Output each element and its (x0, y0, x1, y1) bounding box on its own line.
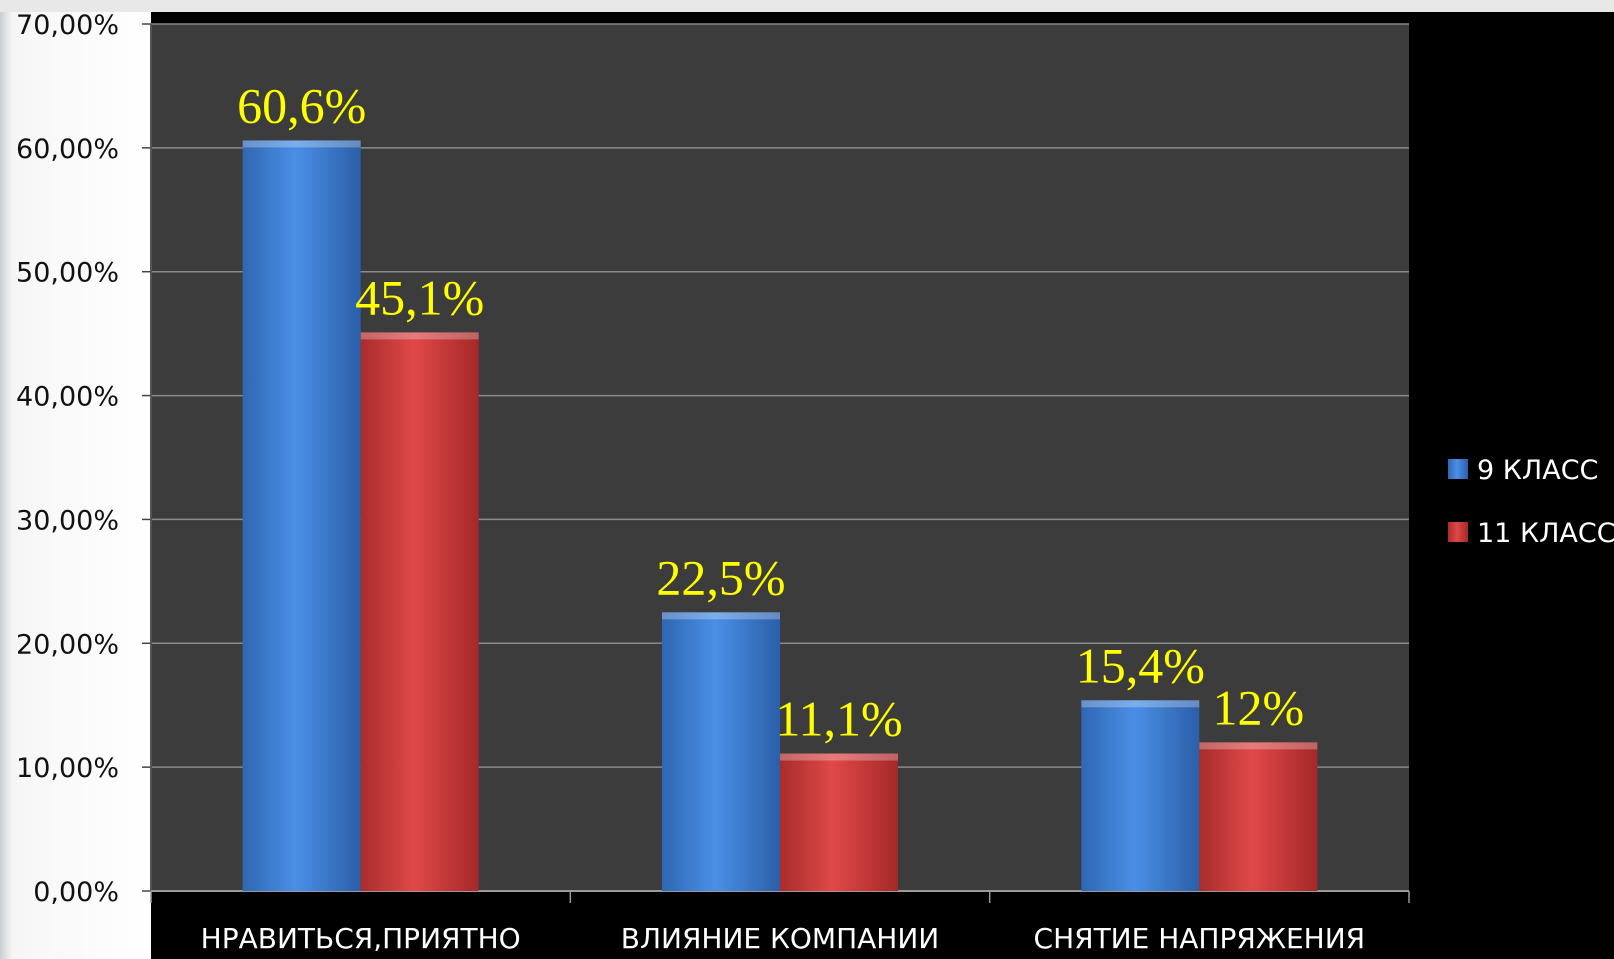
data-label: 11,1% (775, 691, 902, 747)
legend: 9 КЛАСС 11 КЛАСС (1448, 455, 1614, 549)
y-tick-label: 70,00% (16, 10, 119, 41)
y-tick-label: 30,00% (16, 505, 119, 536)
y-tick-label: 50,00% (16, 258, 119, 289)
x-category-label: НРАВИТЬСЯ,ПРИЯТНО (201, 922, 521, 955)
y-tick-label: 0,00% (33, 877, 119, 908)
bar (1081, 700, 1200, 891)
bars (242, 140, 1318, 891)
bar (662, 612, 780, 891)
y-tick-label: 10,00% (16, 753, 119, 784)
data-label: 45,1% (355, 269, 484, 325)
legend-swatch (1448, 459, 1468, 479)
bar (360, 332, 479, 891)
data-label: 60,6% (237, 77, 366, 133)
legend-label: 11 КЛАСС (1477, 518, 1614, 549)
data-label: 12% (1213, 679, 1305, 735)
axis-panel (0, 0, 151, 959)
y-tick-label: 60,00% (16, 134, 119, 165)
data-label: 22,5% (656, 549, 785, 605)
bar (242, 140, 361, 891)
bar-highlight (1199, 742, 1318, 750)
x-category-label: ВЛИЯНИЕ КОМПАНИИ (621, 922, 940, 955)
bar-highlight (662, 612, 780, 620)
bar-highlight (360, 332, 479, 340)
bar-highlight (1081, 700, 1200, 708)
bar-highlight (780, 753, 898, 761)
legend-swatch (1448, 522, 1468, 542)
y-tick-label: 20,00% (16, 629, 119, 660)
legend-label: 9 КЛАСС (1477, 455, 1598, 486)
y-tick-label: 40,00% (16, 382, 119, 413)
bar (780, 753, 898, 891)
data-label: 15,4% (1076, 637, 1205, 693)
x-category-label: СНЯТИЕ НАПРЯЖЕНИЯ (1034, 922, 1366, 955)
data-labels: 60,6% 45,1% 22,5% 11,1% 15,4%12% (237, 77, 1304, 746)
top-band (0, 0, 1614, 12)
bar (1199, 742, 1318, 891)
bar-highlight (242, 140, 361, 148)
